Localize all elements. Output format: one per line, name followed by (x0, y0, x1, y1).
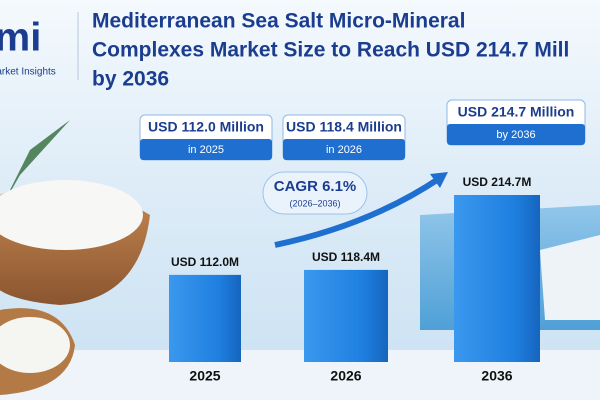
x-tick-label: 2026 (330, 368, 361, 384)
callout-subtitle: by 2036 (496, 129, 535, 141)
title-line: Complexes Market Size to Reach USD 214.7… (92, 39, 569, 62)
title-line: by 2036 (92, 68, 169, 91)
arrow-head (430, 172, 448, 188)
spoon-salt (0, 317, 70, 373)
cagr-bubble (262, 171, 368, 215)
callout-subtitle: in 2025 (188, 144, 224, 156)
logo-caption: Market Insights (0, 67, 56, 78)
callout-strip (447, 124, 585, 145)
callout-subtitle: in 2026 (326, 144, 362, 156)
callout-strip (283, 139, 405, 160)
bar (454, 195, 540, 362)
bar (304, 269, 388, 362)
cagr-label: CAGR 6.1% (274, 178, 357, 195)
value-label: USD 214.7M (463, 175, 532, 189)
village (540, 235, 600, 320)
bar (169, 274, 241, 362)
value-label: USD 118.4M (312, 250, 380, 264)
x-tick-label: 2025 (189, 368, 220, 384)
title: Mediterranean Sea Salt Micro-Mineral Comp… (92, 10, 569, 91)
title-line: Mediterranean Sea Salt Micro-Mineral (92, 10, 465, 33)
logo: mi (0, 16, 41, 60)
x-tick-label: 2036 (481, 368, 512, 384)
callout-title: USD 214.7 Million (458, 104, 575, 120)
cagr-period: (2026–2036) (289, 198, 340, 208)
growth-arrow (274, 175, 442, 248)
callout-title: USD 112.0 Million (148, 119, 264, 135)
value-label: USD 112.0M (171, 255, 239, 269)
callout-title: USD 118.4 Million (286, 119, 402, 135)
callout-strip (140, 139, 272, 160)
salt (0, 180, 143, 250)
